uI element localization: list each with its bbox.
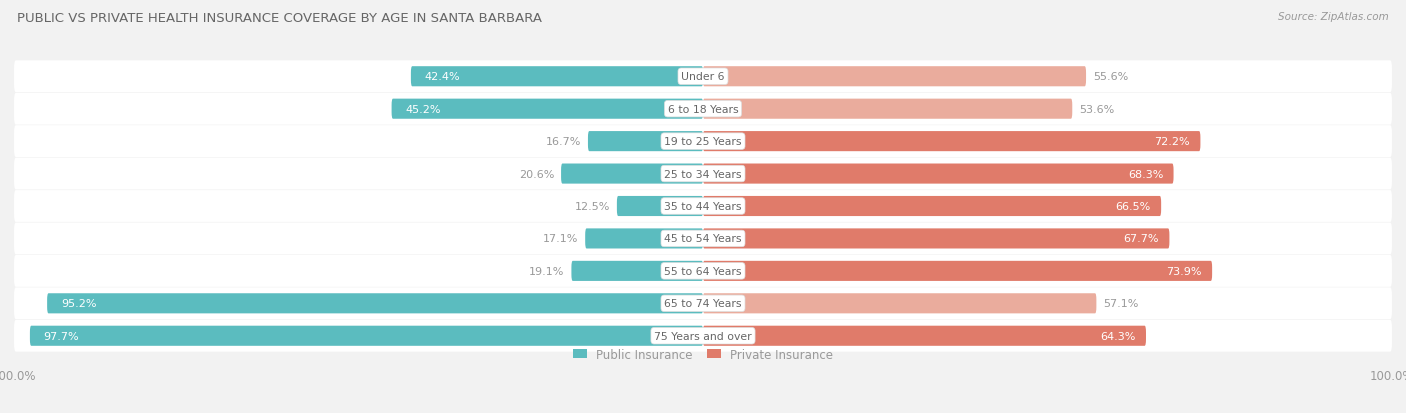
- FancyBboxPatch shape: [14, 191, 1392, 222]
- Text: 57.1%: 57.1%: [1104, 299, 1139, 309]
- FancyBboxPatch shape: [703, 294, 1097, 313]
- Text: 53.6%: 53.6%: [1080, 104, 1115, 114]
- FancyBboxPatch shape: [703, 326, 1146, 346]
- Text: 35 to 44 Years: 35 to 44 Years: [664, 202, 742, 211]
- Text: 6 to 18 Years: 6 to 18 Years: [668, 104, 738, 114]
- Text: PUBLIC VS PRIVATE HEALTH INSURANCE COVERAGE BY AGE IN SANTA BARBARA: PUBLIC VS PRIVATE HEALTH INSURANCE COVER…: [17, 12, 541, 25]
- FancyBboxPatch shape: [411, 67, 703, 87]
- Text: 42.4%: 42.4%: [425, 72, 460, 82]
- Text: 97.7%: 97.7%: [44, 331, 79, 341]
- FancyBboxPatch shape: [571, 261, 703, 281]
- Text: 66.5%: 66.5%: [1115, 202, 1152, 211]
- FancyBboxPatch shape: [14, 94, 1392, 125]
- FancyBboxPatch shape: [14, 288, 1392, 319]
- Text: 12.5%: 12.5%: [575, 202, 610, 211]
- FancyBboxPatch shape: [48, 294, 703, 313]
- FancyBboxPatch shape: [14, 126, 1392, 158]
- FancyBboxPatch shape: [703, 229, 1170, 249]
- Text: 19.1%: 19.1%: [529, 266, 565, 276]
- Text: 95.2%: 95.2%: [60, 299, 97, 309]
- FancyBboxPatch shape: [703, 197, 1161, 216]
- FancyBboxPatch shape: [30, 326, 703, 346]
- Text: 65 to 74 Years: 65 to 74 Years: [664, 299, 742, 309]
- Text: Source: ZipAtlas.com: Source: ZipAtlas.com: [1278, 12, 1389, 22]
- FancyBboxPatch shape: [703, 132, 1201, 152]
- Text: 68.3%: 68.3%: [1128, 169, 1163, 179]
- Text: 73.9%: 73.9%: [1167, 266, 1202, 276]
- Legend: Public Insurance, Private Insurance: Public Insurance, Private Insurance: [572, 348, 834, 361]
- Text: 75 Years and over: 75 Years and over: [654, 331, 752, 341]
- FancyBboxPatch shape: [392, 100, 703, 119]
- Text: 45.2%: 45.2%: [405, 104, 441, 114]
- Text: 67.7%: 67.7%: [1123, 234, 1159, 244]
- FancyBboxPatch shape: [14, 320, 1392, 352]
- FancyBboxPatch shape: [588, 132, 703, 152]
- FancyBboxPatch shape: [703, 261, 1212, 281]
- Text: 17.1%: 17.1%: [543, 234, 578, 244]
- FancyBboxPatch shape: [14, 223, 1392, 255]
- Text: 55.6%: 55.6%: [1092, 72, 1128, 82]
- FancyBboxPatch shape: [617, 197, 703, 216]
- Text: 25 to 34 Years: 25 to 34 Years: [664, 169, 742, 179]
- FancyBboxPatch shape: [585, 229, 703, 249]
- Text: 20.6%: 20.6%: [519, 169, 554, 179]
- FancyBboxPatch shape: [561, 164, 703, 184]
- Text: 64.3%: 64.3%: [1101, 331, 1136, 341]
- FancyBboxPatch shape: [14, 61, 1392, 93]
- FancyBboxPatch shape: [703, 100, 1073, 119]
- FancyBboxPatch shape: [14, 158, 1392, 190]
- FancyBboxPatch shape: [703, 67, 1085, 87]
- Text: 16.7%: 16.7%: [546, 137, 581, 147]
- FancyBboxPatch shape: [14, 255, 1392, 287]
- Text: 55 to 64 Years: 55 to 64 Years: [664, 266, 742, 276]
- Text: 45 to 54 Years: 45 to 54 Years: [664, 234, 742, 244]
- Text: 72.2%: 72.2%: [1154, 137, 1189, 147]
- FancyBboxPatch shape: [703, 164, 1174, 184]
- Text: Under 6: Under 6: [682, 72, 724, 82]
- Text: 19 to 25 Years: 19 to 25 Years: [664, 137, 742, 147]
